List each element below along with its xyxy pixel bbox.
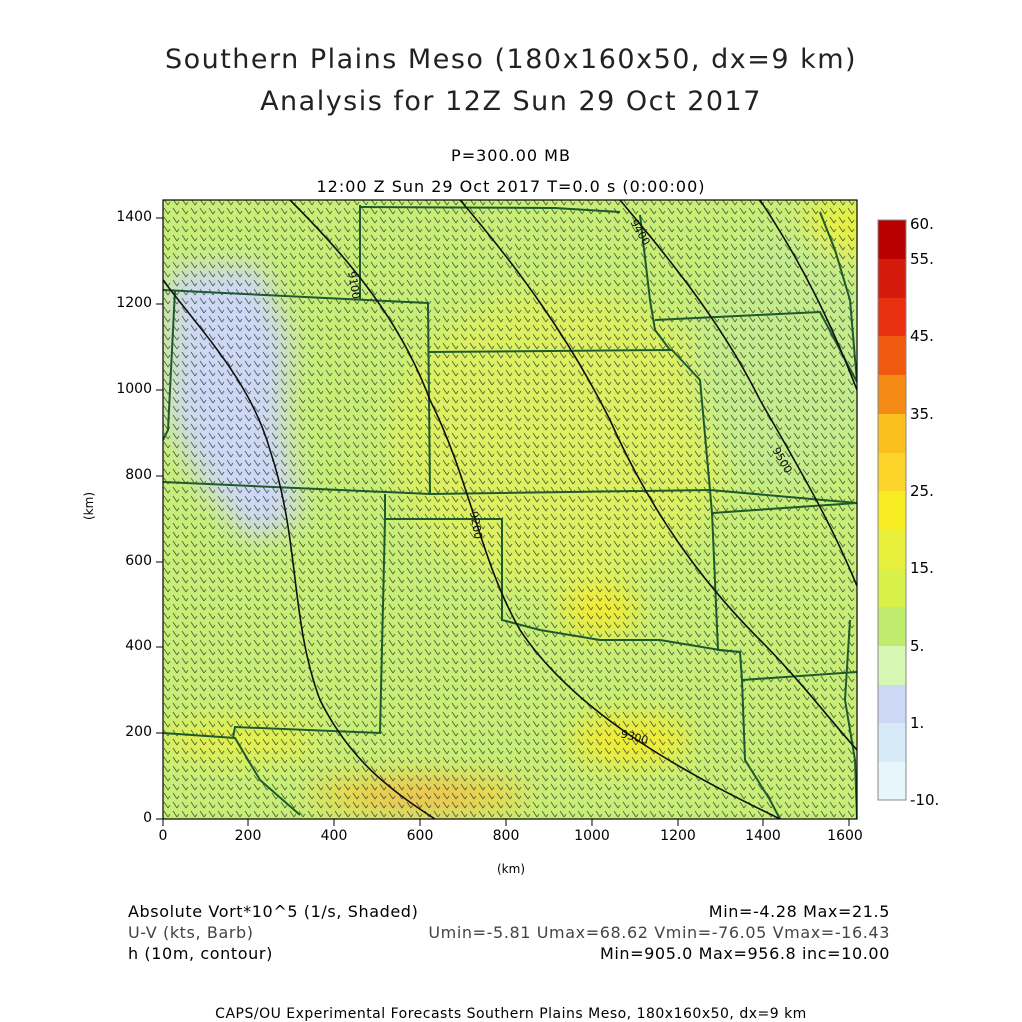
state-boundaries — [163, 205, 857, 819]
title-line-2: Analysis for 12Z Sun 29 Oct 2017 — [260, 86, 762, 117]
y-tick-label: 1400 — [116, 209, 152, 225]
colorbar-label: 60. — [910, 215, 934, 233]
border-il — [819, 211, 857, 383]
border-ok-tx — [384, 494, 741, 653]
x-tick-label: 800 — [492, 828, 520, 844]
y-tick-label: 800 — [125, 467, 152, 483]
contour-central-2 — [459, 200, 857, 751]
pressure-level: P=300.00 MB — [451, 146, 571, 165]
contour-ne — [759, 200, 857, 391]
y-tick-label: 600 — [125, 553, 152, 569]
border-la-tx — [741, 679, 781, 819]
x-tick-label: 400 — [320, 828, 348, 844]
border-ks-ok — [163, 481, 857, 504]
colorbar-label: 25. — [910, 482, 934, 500]
border-ms — [843, 619, 857, 819]
contour-west — [163, 279, 436, 819]
y-tick-label: 1200 — [116, 295, 152, 311]
legend-contour-range: Min=905.0 Max=956.8 inc=10.00 — [599, 944, 890, 963]
plot-frame — [162, 199, 858, 820]
colorbar-label: 35. — [910, 405, 934, 423]
colorbar-label: 1. — [910, 714, 925, 732]
y-tick-label: 1000 — [116, 381, 152, 397]
x-axis-label: (km) — [497, 862, 526, 876]
legend-barb-field: U-V (kts, Barb) — [128, 923, 254, 942]
x-tick-label: 1000 — [574, 828, 610, 844]
colorbar-label: -10. — [910, 791, 940, 809]
contour-east — [619, 200, 857, 587]
border-co-wy — [163, 289, 431, 495]
x-tick-label: 0 — [158, 828, 168, 844]
y-tick-label: 0 — [143, 810, 152, 826]
border-ut-co — [163, 289, 176, 441]
border-ne-ks — [427, 348, 857, 515]
colorbar — [877, 219, 907, 801]
footer-credit: CAPS/OU Experimental Forecasts Southern … — [215, 1006, 807, 1022]
colorbar-label: 5. — [910, 637, 925, 655]
valid-time: 12:00 Z Sun 29 Oct 2017 T=0.0 s (0:00:00… — [316, 177, 706, 196]
y-tick-label: 400 — [125, 638, 152, 654]
x-tick-label: 1200 — [660, 828, 696, 844]
x-tick-label: 1600 — [827, 828, 863, 844]
x-tick-label: 1400 — [745, 828, 781, 844]
border-ar — [711, 512, 857, 682]
colorbar-label: 15. — [910, 559, 934, 577]
legend-contour-field: h (10m, contour) — [128, 944, 273, 963]
border-nm-tx — [232, 518, 386, 739]
x-tick-label: 600 — [406, 828, 434, 844]
y-axis-label: (km) — [82, 491, 96, 520]
border-ne-ia — [639, 214, 671, 351]
wind-barbs — [163, 200, 857, 819]
colorbar-label: 45. — [910, 327, 934, 345]
legend-shaded-field: Absolute Vort*10^5 (1/s, Shaded) — [128, 902, 419, 921]
height-contours — [163, 200, 857, 819]
y-tick-label: 200 — [125, 724, 152, 740]
contour-central-1 — [289, 200, 781, 819]
legend-barb-range: Umin=-5.81 Umax=68.62 Vmin=-76.05 Vmax=-… — [428, 923, 890, 942]
contour-label: 9100 — [345, 270, 363, 300]
contour-label: 9200 — [467, 510, 485, 540]
border-sd-ne — [359, 206, 621, 213]
title-line-1: Southern Plains Meso (180x160x50, dx=9 k… — [164, 44, 858, 75]
axis-ticks — [156, 217, 850, 826]
border-mexico — [163, 732, 301, 816]
x-tick-label: 200 — [234, 828, 262, 844]
colorbar-label: 55. — [910, 250, 934, 268]
legend-shaded-range: Min=-4.28 Max=21.5 — [708, 902, 890, 921]
